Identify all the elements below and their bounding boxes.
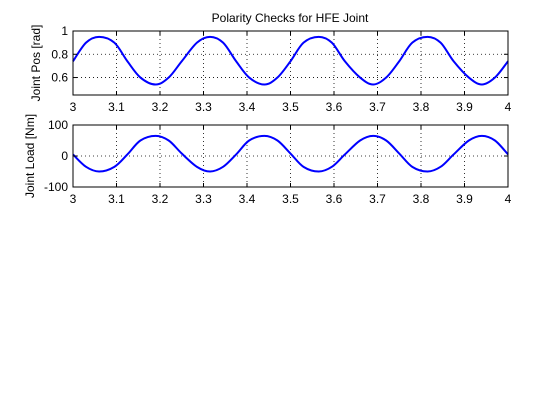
x-tick-label: 3.6 bbox=[326, 100, 343, 114]
series-line bbox=[72, 134, 509, 173]
chart-title: Polarity Checks for HFE Joint bbox=[212, 11, 369, 25]
series-layer bbox=[72, 134, 509, 173]
x-tick-label: 3.7 bbox=[369, 100, 386, 114]
x-tick-label: 3.7 bbox=[369, 192, 386, 206]
x-tick-label: 3.9 bbox=[456, 192, 473, 206]
x-tick-label: 3.3 bbox=[195, 100, 212, 114]
x-tick-label: 3.6 bbox=[326, 192, 343, 206]
tick-layer: 3 3.1 3.2 3.3 3.4 3.5 3.6 3.7 3.8 3.9 4 0.6 0.8 1 bbox=[51, 24, 511, 114]
series-layer bbox=[72, 35, 509, 86]
x-tick-label: 3.9 bbox=[456, 100, 473, 114]
y-tick-label: 0 bbox=[61, 149, 68, 163]
series-line bbox=[72, 35, 509, 86]
y-tick-label: 0.6 bbox=[51, 71, 68, 85]
y-tick-label: 0.8 bbox=[51, 47, 68, 61]
y-axis-label: Joint Load [Nm] bbox=[23, 114, 37, 198]
x-tick-label: 3.8 bbox=[413, 100, 430, 114]
x-tick-label: 3.5 bbox=[282, 192, 299, 206]
x-tick-label: 3.1 bbox=[108, 100, 125, 114]
x-tick-label: 3 bbox=[70, 192, 77, 206]
x-tick-label: 3.1 bbox=[108, 192, 125, 206]
x-tick-label: 3.2 bbox=[152, 192, 169, 206]
x-tick-label: 3 bbox=[70, 100, 77, 114]
x-tick-label: 3.2 bbox=[152, 100, 169, 114]
x-tick-label: 3.8 bbox=[413, 192, 430, 206]
x-tick-label: 4 bbox=[505, 100, 512, 114]
x-tick-label: 3.4 bbox=[239, 192, 256, 206]
subplot-joint-position: 3 3.1 3.2 3.3 3.4 3.5 3.6 3.7 3.8 3.9 4 0.6 0.8 1 Joi… bbox=[29, 24, 512, 114]
x-tick-label: 3.3 bbox=[195, 192, 212, 206]
tick-layer: 3 3.1 3.2 3.3 3.4 3.5 3.6 3.7 3.8 3.9 4 -100 0 100 bbox=[44, 118, 512, 206]
y-axis-label: Joint Pos [rad] bbox=[29, 25, 43, 102]
y-tick-label: -100 bbox=[44, 180, 68, 194]
grid-lines bbox=[73, 31, 508, 95]
grid-lines bbox=[73, 125, 508, 187]
y-tick-label: 1 bbox=[61, 24, 68, 38]
x-tick-label: 3.5 bbox=[282, 100, 299, 114]
subplot-joint-load: 3 3.1 3.2 3.3 3.4 3.5 3.6 3.7 3.8 3.9 4 -100 0 100 Jo… bbox=[23, 114, 512, 206]
x-tick-label: 3.4 bbox=[239, 100, 256, 114]
y-tick-label: 100 bbox=[48, 118, 68, 132]
x-tick-label: 4 bbox=[505, 192, 512, 206]
